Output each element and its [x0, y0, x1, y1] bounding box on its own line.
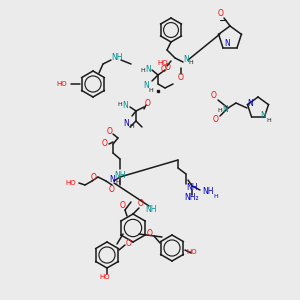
Text: H: H [141, 68, 146, 73]
Text: N: N [247, 100, 253, 109]
Text: NH: NH [186, 184, 198, 193]
Text: N: N [123, 118, 129, 127]
Text: O: O [218, 8, 224, 17]
Text: HO: HO [100, 274, 110, 280]
Text: H: H [267, 118, 272, 122]
Text: N: N [224, 38, 230, 47]
Text: H: H [214, 194, 218, 199]
Text: N: N [183, 56, 189, 64]
Text: N: N [109, 175, 115, 184]
Text: NH: NH [145, 206, 157, 214]
Text: N: N [260, 112, 266, 121]
Text: O: O [213, 116, 219, 124]
Text: O: O [138, 200, 144, 208]
Text: N: N [222, 106, 228, 115]
Text: N: N [143, 82, 149, 91]
Text: O: O [178, 74, 184, 82]
Text: O: O [147, 230, 153, 238]
Text: O: O [126, 238, 132, 247]
Text: O: O [91, 172, 97, 182]
Text: H: H [118, 103, 122, 107]
Text: N: N [122, 100, 128, 109]
Text: H: H [189, 59, 194, 64]
Text: HO: HO [187, 249, 197, 255]
Text: N: N [145, 65, 151, 74]
Text: O: O [211, 92, 217, 100]
Text: O: O [120, 202, 126, 211]
Text: H: H [116, 181, 120, 185]
Text: O: O [161, 64, 167, 74]
Text: H: H [130, 124, 134, 130]
Text: NH₂: NH₂ [185, 194, 199, 202]
Text: O: O [145, 98, 151, 107]
Text: O: O [102, 139, 108, 148]
Text: NH: NH [111, 53, 123, 62]
Text: O: O [165, 62, 171, 71]
Text: H: H [218, 107, 222, 112]
Text: H: H [148, 88, 153, 92]
Text: O: O [109, 185, 115, 194]
Text: HO: HO [65, 180, 76, 186]
Text: NH: NH [114, 170, 126, 179]
Text: HO: HO [56, 81, 67, 87]
Text: NH: NH [202, 188, 214, 196]
Text: O: O [107, 127, 113, 136]
Text: HO: HO [158, 60, 168, 66]
